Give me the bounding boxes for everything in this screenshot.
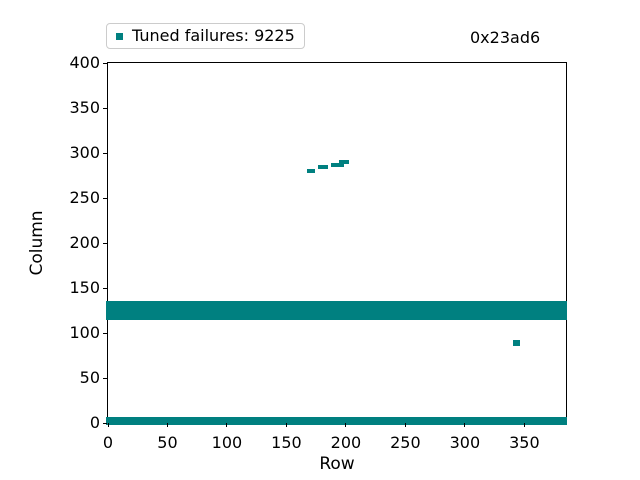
legend-square-marker-icon — [116, 32, 123, 40]
y-tick-mark — [103, 62, 107, 64]
y-tick-label: 0 — [89, 413, 100, 432]
x-tick-mark — [404, 423, 406, 427]
x-tick-mark — [226, 423, 228, 427]
y-tick-label: 250 — [69, 188, 100, 207]
y-tick-mark — [103, 242, 107, 244]
y-tick-mark — [103, 107, 107, 109]
x-tick-label: 50 — [157, 433, 178, 452]
y-tick-label: 300 — [69, 143, 100, 162]
failure-region-cluster — [330, 162, 345, 167]
x-tick-mark — [464, 423, 466, 427]
x-tick-label: 100 — [211, 433, 243, 452]
x-tick-label: 0 — [102, 433, 114, 452]
x-tick-label: 150 — [271, 433, 302, 452]
y-tick-mark — [103, 422, 107, 424]
x-tick-label: 350 — [509, 433, 540, 452]
y-tick-mark — [103, 332, 107, 334]
device-id-annotation: 0x23ad6 — [470, 28, 541, 47]
y-tick-label: 350 — [69, 98, 100, 117]
failure-region-cluster — [307, 169, 315, 173]
y-tick-label: 100 — [69, 323, 100, 342]
y-tick-mark — [103, 197, 107, 199]
failure-region-band — [106, 416, 567, 425]
legend-label: Tuned failures: 9225 — [132, 26, 295, 45]
failure-region-band — [106, 301, 567, 320]
failure-region-cluster — [339, 160, 350, 164]
x-axis-label: Row — [319, 454, 355, 474]
failure-region-point — [512, 340, 521, 346]
x-tick-label: 300 — [449, 433, 481, 452]
y-tick-label: 400 — [69, 53, 100, 72]
x-tick-mark — [523, 423, 525, 427]
y-tick-label: 150 — [69, 278, 100, 297]
failure-region-cluster — [317, 165, 328, 170]
legend-box: Tuned failures: 9225 — [106, 23, 305, 49]
y-tick-mark — [103, 152, 107, 154]
x-tick-label: 200 — [330, 433, 362, 452]
x-tick-label: 250 — [390, 433, 421, 452]
x-tick-mark — [166, 423, 168, 427]
y-tick-label: 50 — [79, 368, 100, 387]
x-tick-mark — [345, 423, 347, 427]
x-tick-mark — [107, 423, 109, 427]
x-tick-mark — [285, 423, 287, 427]
plot-area — [106, 62, 567, 425]
y-tick-mark — [103, 287, 107, 289]
y-tick-label: 200 — [69, 233, 100, 252]
y-tick-mark — [103, 377, 107, 379]
